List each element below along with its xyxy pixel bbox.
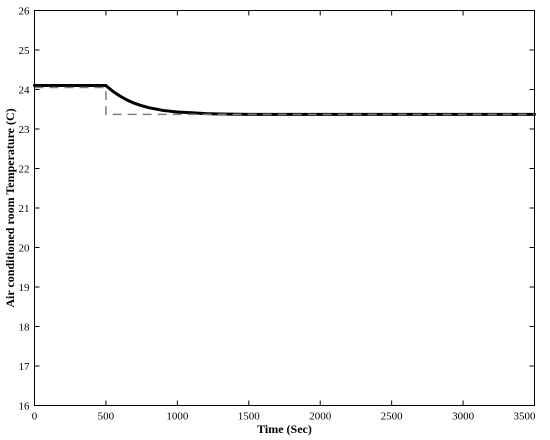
x-tick-label: 1000 [166,411,189,423]
plot-frame [34,10,535,406]
y-tick-label: 17 [19,361,31,373]
x-tick-label: 1500 [238,411,261,423]
x-axis-ticks: 0 500 1000 1500 2000 2500 3000 3500 [32,10,537,423]
y-tick-label: 26 [19,6,31,18]
x-tick-label: 3000 [452,411,475,423]
x-tick-label: 0 [32,411,38,423]
x-tick-label: 2500 [381,411,404,423]
series-group [33,84,536,116]
x-tick-label: 500 [98,411,115,423]
y-tick-label: 18 [19,322,31,334]
series-line-dashed [34,86,535,116]
y-axis-ticks: 16 17 18 19 20 21 22 23 24 25 26 [19,6,535,413]
y-axis-label: Air conditioned room Temperature (C) [3,108,17,307]
y-tick-label: 22 [19,164,30,176]
y-tick-label: 20 [19,243,31,255]
x-tick-label: 3500 [514,411,537,423]
y-tick-label: 23 [19,124,31,136]
y-tick-label: 16 [19,401,31,413]
x-tick-label: 2000 [309,411,332,423]
y-tick-label: 25 [19,45,31,57]
x-axis-label: Time (Sec) [257,422,312,436]
y-tick-label: 24 [19,85,31,97]
y-tick-label: 21 [19,203,30,215]
series-line-solid [33,84,536,116]
y-tick-label: 19 [19,282,31,294]
